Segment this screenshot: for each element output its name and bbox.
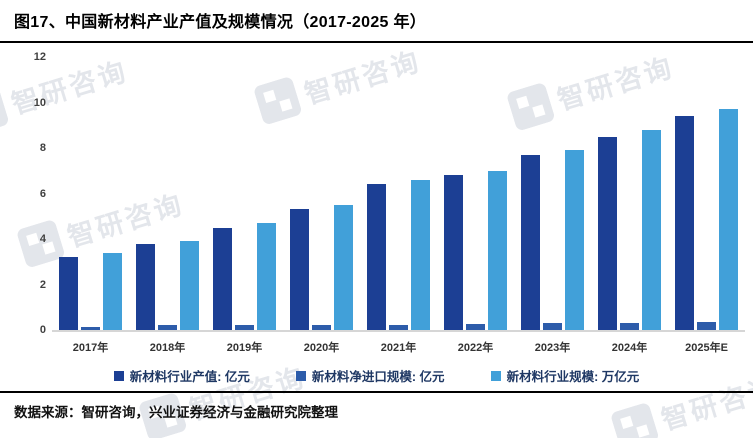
legend-item: 新材料净进口规模: 亿元	[295, 366, 445, 385]
y-axis-tick-label: 6	[39, 187, 46, 200]
y-axis-tick-label: 4	[39, 233, 46, 245]
legend-label: 新材料净进口规模: 亿元	[311, 370, 445, 384]
y-axis-tick-label: 8	[39, 142, 46, 154]
bar-group	[360, 57, 437, 330]
legend-swatch-icon	[295, 370, 306, 381]
bar	[290, 209, 309, 330]
bar	[719, 109, 738, 330]
legend: 新材料行业产值: 亿元 新材料净进口规模: 亿元 新材料行业规模: 万亿元	[0, 366, 753, 385]
y-axis-tick-label: 2	[39, 278, 46, 291]
legend-label: 新材料行业规模: 万亿元	[506, 370, 640, 384]
x-axis-label: 2018年	[149, 342, 186, 354]
x-axis-label: 2024年	[611, 342, 648, 354]
bar	[81, 326, 100, 330]
title-divider	[0, 41, 753, 43]
bar-group	[283, 57, 360, 330]
y-axis: 0 2 4 6 8 10 12	[18, 51, 46, 336]
bar	[235, 325, 254, 330]
x-axis: 2017年 2018年 2019年 2020年 2021年 2022年 2023年 2024年…	[52, 339, 745, 355]
x-axis-label: 2022年	[457, 342, 494, 354]
legend-swatch-icon	[490, 370, 501, 381]
bar	[598, 136, 617, 330]
bar-groups	[52, 57, 745, 330]
bar-group	[514, 57, 591, 330]
x-axis-label: 2021年	[380, 342, 417, 354]
bar	[675, 116, 694, 330]
legend-item: 新材料行业规模: 万亿元	[490, 366, 640, 385]
bar	[488, 170, 507, 330]
bar	[103, 252, 122, 330]
bar	[521, 154, 540, 330]
bar	[312, 325, 331, 330]
bar	[213, 227, 232, 330]
bar	[180, 241, 199, 330]
figure-title: 图17、中国新材料产业产值及规模情况（2017-2025 年）	[14, 14, 427, 31]
x-axis-label: 2020年	[303, 342, 340, 354]
legend-label: 新材料行业产值: 亿元	[129, 370, 250, 384]
bar-group	[668, 57, 745, 330]
bar	[411, 179, 430, 330]
y-axis-tick-label: 12	[33, 51, 46, 63]
bar-group	[591, 57, 668, 330]
bar-group	[206, 57, 283, 330]
bar	[543, 323, 562, 330]
bar	[697, 322, 716, 330]
bar	[642, 129, 661, 330]
bar	[59, 257, 78, 330]
x-axis-label: 2019年	[226, 342, 263, 354]
y-axis-tick-label: 10	[33, 96, 46, 109]
bar	[136, 243, 155, 330]
x-axis-label: 2023年	[534, 342, 571, 354]
bar	[444, 175, 463, 330]
bar	[389, 325, 408, 330]
bar	[620, 323, 639, 330]
x-axis-label: 2025年E	[685, 342, 728, 354]
legend-divider	[0, 391, 753, 393]
bar-group	[52, 57, 129, 330]
bar	[158, 325, 177, 330]
y-axis-tick-label: 0	[39, 324, 46, 336]
plot-area	[52, 57, 745, 332]
legend-swatch-icon	[113, 370, 124, 381]
bar	[334, 204, 353, 330]
bar-group	[129, 57, 206, 330]
bar	[367, 184, 386, 330]
bar	[257, 223, 276, 330]
source-note: 数据来源：智研咨询，兴业证券经济与金融研究院整理	[14, 405, 338, 420]
x-axis-label: 2017年	[72, 342, 109, 354]
bar	[466, 324, 485, 330]
bar-group	[437, 57, 514, 330]
legend-item: 新材料行业产值: 亿元	[113, 366, 250, 385]
bar	[565, 150, 584, 330]
